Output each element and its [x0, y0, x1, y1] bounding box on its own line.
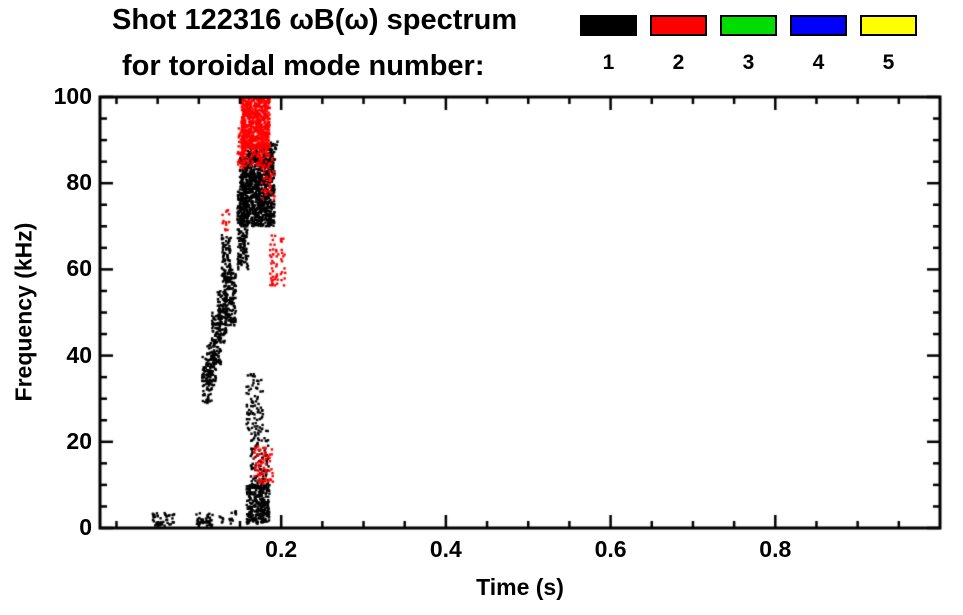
y-axis-title: Frequency (kHz) [10, 222, 37, 402]
legend-label-3: 3 [742, 51, 755, 74]
legend-label-1: 1 [602, 51, 615, 74]
legend-label-5: 5 [882, 51, 895, 74]
y-tick-label: 20 [66, 427, 92, 454]
legend-swatch-5 [860, 15, 917, 36]
legend-swatch-2 [650, 15, 707, 36]
legend-item-5: 5 [860, 15, 917, 75]
chart-title-line2: for toroidal mode number: [122, 50, 485, 82]
y-tick-label: 80 [66, 169, 92, 196]
x-axis-title: Time (s) [476, 574, 564, 600]
legend: 1 2 3 4 5 [580, 15, 917, 75]
legend-label-2: 2 [672, 51, 685, 74]
y-tick-label: 100 [53, 83, 92, 109]
x-tick-label: 0.2 [265, 536, 298, 562]
legend-item-1: 1 [580, 15, 637, 75]
x-tick-label: 0.8 [759, 536, 792, 562]
x-tick-label: 0.4 [429, 536, 462, 562]
chart-title-line1: Shot 122316 ωB(ω) spectrum [112, 4, 518, 36]
legend-item-3: 3 [720, 15, 777, 75]
legend-swatch-1 [580, 15, 637, 36]
y-tick-label: 0 [79, 514, 92, 540]
x-tick-label: 0.6 [594, 536, 627, 562]
legend-item-2: 2 [650, 15, 707, 75]
y-tick-label: 40 [66, 341, 92, 368]
legend-swatch-4 [790, 15, 847, 36]
legend-swatch-3 [720, 15, 777, 36]
legend-label-4: 4 [812, 51, 825, 74]
legend-item-4: 4 [790, 15, 847, 75]
y-tick-label: 60 [66, 255, 92, 282]
